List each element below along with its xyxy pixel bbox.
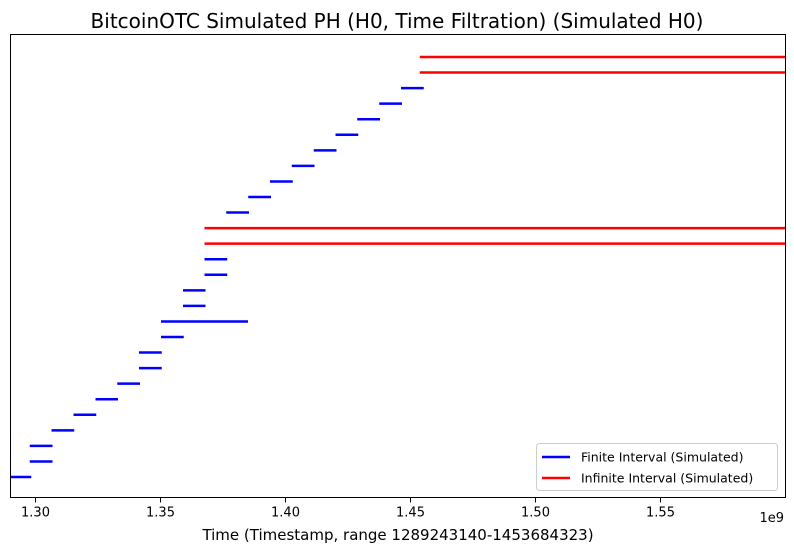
legend-box xyxy=(536,443,778,491)
x-tick-label: 1.40 xyxy=(271,506,300,521)
legend-label-infinite: Infinite Interval (Simulated) xyxy=(581,471,753,486)
x-tick-label: 1.45 xyxy=(396,506,425,521)
x-tick-label: 1.50 xyxy=(521,506,550,521)
plot-area xyxy=(10,55,786,479)
chart-title: BitcoinOTC Simulated PH (H0, Time Filtra… xyxy=(91,9,704,33)
x-axis-label: Time (Timestamp, range 1289243140-145368… xyxy=(201,526,593,544)
legend-label-finite: Finite Interval (Simulated) xyxy=(581,450,743,465)
x-tick-label: 1.35 xyxy=(146,506,175,521)
x-tick-label: 1.55 xyxy=(646,506,675,521)
plot-frame xyxy=(10,34,786,498)
x-axis-scale-note: 1e9 xyxy=(759,511,784,526)
legend: Finite Interval (Simulated) Infinite Int… xyxy=(536,443,778,491)
x-axis: 1.30 1.35 1.40 1.45 1.50 1.55 xyxy=(21,497,675,521)
x-tick-label: 1.30 xyxy=(21,506,50,521)
